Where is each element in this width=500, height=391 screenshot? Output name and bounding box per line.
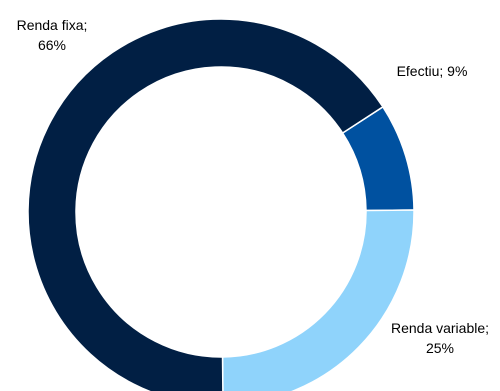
donut-slices xyxy=(27,18,415,391)
slice-renda-fixa xyxy=(27,18,384,391)
slice-renda-variable xyxy=(221,209,415,391)
label-renda-variable: Renda variable; 25% xyxy=(391,320,489,356)
label-efectiu: Efectiu; 9% xyxy=(397,63,468,79)
label-renda-fixa: Renda fixa; 66% xyxy=(17,17,88,53)
slice-labels: Efectiu; 9% Renda variable; 25% Renda fixa;… xyxy=(17,17,489,356)
